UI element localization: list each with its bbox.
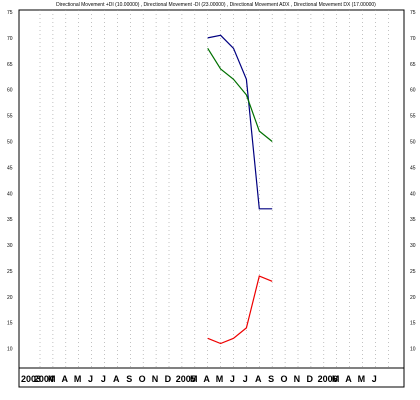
- grid-lines: [39, 10, 389, 368]
- x-tick-label: D: [165, 374, 172, 384]
- x-tick-label: J: [243, 374, 248, 384]
- x-tick-label: J: [88, 374, 93, 384]
- x-tick-label: D: [307, 374, 314, 384]
- x-tick-label: 2003: [21, 374, 41, 384]
- x-tick-label: A: [113, 374, 120, 384]
- y-tick-label-left: 50: [7, 139, 13, 145]
- x-tick-label: S: [268, 374, 274, 384]
- y-tick-label-right: 45: [410, 165, 416, 171]
- y-tick-label-right: 75: [410, 10, 416, 16]
- y-tick-label-left: 35: [7, 217, 13, 223]
- x-tick-label: M: [74, 374, 82, 384]
- y-tick-label-left: 15: [7, 321, 13, 327]
- series-line-2: [207, 47, 273, 142]
- y-tick-label-right: 30: [410, 243, 416, 249]
- y-tick-label-left: 20: [7, 295, 13, 301]
- x-tick-label: N: [152, 374, 159, 384]
- y-axis-ticks: 10 10 15 15 20 20 25 25 30 30 35 35 40 40 45 45 50 50 55 55…: [7, 10, 416, 353]
- x-tick-label: O: [139, 374, 146, 384]
- y-tick-label-left: 55: [7, 114, 13, 120]
- y-tick-label-right: 50: [410, 139, 416, 145]
- x-tick-label: A: [345, 374, 352, 384]
- x-tick-label: 2005: [176, 374, 196, 384]
- y-tick-label-left: 25: [7, 269, 13, 275]
- y-tick-label-right: 35: [410, 217, 416, 223]
- x-tick-label: O: [280, 374, 287, 384]
- y-tick-label-right: 25: [410, 269, 416, 275]
- x-tick-label: M: [48, 374, 56, 384]
- y-tick-label-left: 60: [7, 88, 13, 94]
- y-tick-label-left: 45: [7, 165, 13, 171]
- series-lines: [207, 34, 273, 345]
- x-tick-label: M: [358, 374, 366, 384]
- y-tick-label-right: 55: [410, 114, 416, 120]
- x-tick-label: M: [216, 374, 224, 384]
- x-tick-label: 2004: [34, 374, 54, 384]
- x-tick-label: A: [255, 374, 262, 384]
- x-tick-label: J: [230, 374, 235, 384]
- x-tick-label: M: [190, 374, 198, 384]
- y-tick-label-right: 40: [410, 191, 416, 197]
- y-tick-label-left: 10: [7, 347, 13, 353]
- y-tick-label-right: 70: [410, 36, 416, 42]
- x-tick-label: J: [372, 374, 377, 384]
- y-tick-label-right: 15: [410, 321, 416, 327]
- x-tick-label: S: [126, 374, 132, 384]
- x-tick-label: A: [203, 374, 210, 384]
- x-tick-label: A: [61, 374, 68, 384]
- x-tick-label: N: [294, 374, 301, 384]
- y-tick-label-left: 40: [7, 191, 13, 197]
- x-tick-label: M: [332, 374, 340, 384]
- chart-title: Directional Movement +DI (10.00000) , Di…: [56, 2, 376, 8]
- x-tick-label: 2006: [318, 374, 338, 384]
- series-line-3: [207, 275, 273, 345]
- y-tick-label-left: 70: [7, 36, 13, 42]
- y-tick-label-left: 65: [7, 62, 13, 68]
- x-tick-label: J: [101, 374, 106, 384]
- y-tick-label-right: 60: [410, 88, 416, 94]
- y-tick-label-right: 10: [410, 347, 416, 353]
- series-line-1: [207, 34, 273, 210]
- plot-frame: [18, 9, 405, 388]
- y-tick-label-right: 20: [410, 295, 416, 301]
- y-tick-label-left: 30: [7, 243, 13, 249]
- y-tick-label-left: 75: [7, 10, 13, 16]
- y-tick-label-right: 65: [410, 62, 416, 68]
